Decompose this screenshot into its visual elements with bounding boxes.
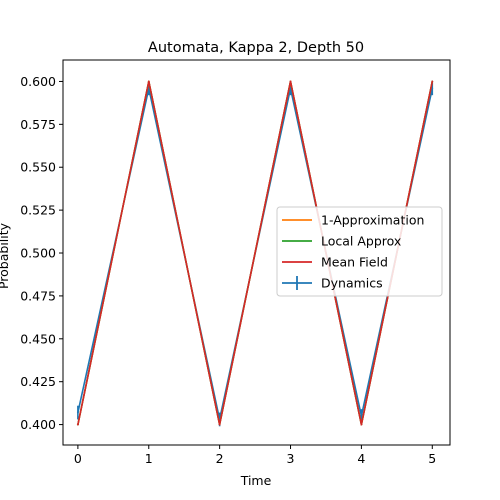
legend-box [276,206,443,297]
plot-area [76,80,434,427]
data-point-mean-field [218,423,221,426]
y-tick-label: 0.550 [20,160,56,175]
data-point-dynamics [289,87,292,90]
y-tick-label: 0.525 [20,203,56,218]
y-tick-label: 0.600 [20,74,56,89]
x-axis-label: Time [240,473,272,488]
y-tick-label: 0.425 [20,374,56,389]
series-line-mean-field [77,80,434,426]
x-tick-label: 5 [428,451,436,466]
data-point-mean-field [360,423,363,426]
y-tick-label: 0.400 [20,417,56,432]
plot-frame [62,59,451,446]
y-tick-label: 0.575 [20,117,56,132]
data-point-dynamics [360,415,363,417]
data-point-mean-field [431,80,434,83]
legend-label: Dynamics [321,276,383,291]
data-point-mean-field [147,80,150,83]
x-tick-label: 1 [145,451,153,466]
data-point-mean-field [76,423,79,426]
x-tick-label: 0 [74,451,82,466]
legend-label: 1-Approximation [321,213,424,228]
y-axis-label: Probability [0,222,11,289]
y-tick-label: 0.475 [20,288,56,303]
axes: 0 1 2 3 4 5 0.400 0.425 0.450 0.475 0.500 0.525 0.55… [20,59,451,466]
x-tick-label: 2 [216,451,224,466]
x-tick-label: 4 [357,451,365,466]
y-tick-label: 0.450 [20,331,56,346]
data-point-dynamics [76,411,79,414]
legend-label: Mean Field [321,255,388,270]
x-tick-label: 3 [287,451,295,466]
data-point-dynamics [147,87,150,90]
legend-label: Local Approx [321,234,401,249]
y-tick-label: 0.500 [20,246,56,261]
chart-title: Automata, Kappa 2, Depth 50 [148,40,364,56]
data-point-dynamics [431,87,434,90]
legend: 1-Approximation Local Approx Mean Field Dyn… [276,206,443,297]
data-point-mean-field [289,80,292,83]
